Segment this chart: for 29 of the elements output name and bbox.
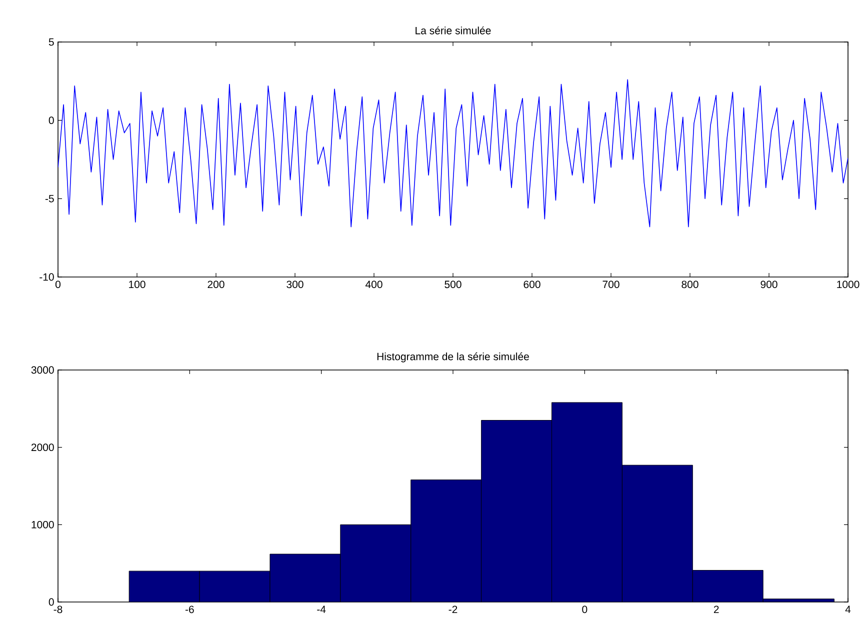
x-tick-label: 0 bbox=[55, 280, 60, 288]
x-tick-label: 500 bbox=[444, 280, 462, 288]
x-tick-label: 600 bbox=[524, 280, 540, 288]
x-tick-label: 300 bbox=[286, 280, 304, 288]
y-tick-label: -10 bbox=[40, 273, 54, 281]
x-tick-label: 4 bbox=[845, 606, 851, 613]
y-tick-label: 5 bbox=[48, 38, 54, 46]
y-tick-label: 2000 bbox=[31, 444, 54, 452]
y-tick-label: -5 bbox=[45, 195, 54, 202]
x-tick-label: 900 bbox=[760, 280, 778, 288]
x-tick-label: 700 bbox=[602, 280, 620, 288]
x-tick-label: -4 bbox=[317, 606, 326, 613]
y-tick-label: 0 bbox=[48, 598, 54, 606]
x-tick-label: 100 bbox=[129, 280, 146, 288]
chart-title: La série simulée bbox=[416, 26, 491, 34]
x-tick-label: 1000 bbox=[837, 280, 860, 288]
line-series bbox=[58, 79, 848, 228]
x-tick-label: 800 bbox=[682, 280, 698, 288]
y-tick-label: 3000 bbox=[31, 366, 54, 374]
x-tick-label: 0 bbox=[582, 606, 588, 614]
y-tick-label: 0 bbox=[48, 116, 54, 124]
x-tick-label: -8 bbox=[54, 606, 62, 614]
x-tick-label: -6 bbox=[185, 606, 194, 614]
x-tick-label: 2 bbox=[714, 606, 719, 614]
x-tick-label: 200 bbox=[208, 280, 224, 288]
x-tick-label: -2 bbox=[448, 606, 458, 614]
y-tick-label: 1000 bbox=[32, 520, 54, 528]
x-tick-label: 400 bbox=[365, 280, 382, 288]
chart-title: Histogramme de la série simulée bbox=[377, 352, 529, 362]
